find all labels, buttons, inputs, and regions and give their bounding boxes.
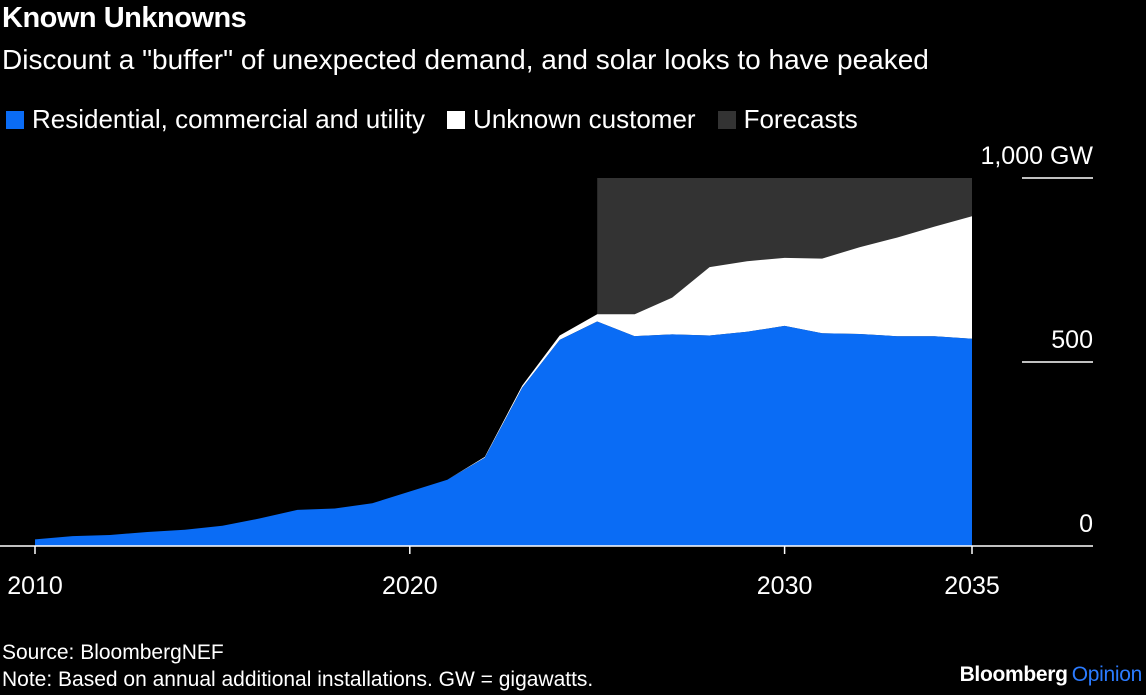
source-note: Source: BloombergNEF [2, 641, 224, 664]
y-tick-label-500: 500 [1051, 326, 1093, 354]
series-area-unknown-customer [35, 216, 972, 540]
chart-legend: Residential, commercial and utility Unkn… [6, 104, 880, 135]
x-tick-label-2010: 2010 [7, 572, 63, 600]
y-tick-label-1000: 1,000 GW [980, 142, 1093, 170]
footnote: Note: Based on annual additional install… [2, 668, 594, 691]
legend-label-unknown: Unknown customer [473, 104, 696, 134]
x-tick-label-2030: 2030 [757, 572, 813, 600]
brand-name: Bloomberg [959, 663, 1068, 686]
legend-item-forecasts: Forecasts [717, 104, 858, 135]
legend-item-residential: Residential, commercial and utility [6, 104, 425, 135]
x-tick-label-2020: 2020 [382, 572, 438, 600]
area-chart: 0 500 1,000 GW 2010 2020 2030 2035 [0, 142, 1093, 600]
legend-label-residential: Residential, commercial and utility [32, 104, 426, 134]
bloomberg-opinion-logo: Bloomberg Opinion [959, 663, 1143, 687]
y-tick-label-0: 0 [1079, 510, 1093, 538]
x-tick-label-2035: 2035 [944, 572, 1000, 600]
series-area-residential-commercial-utility [35, 321, 972, 546]
legend-item-unknown: Unknown customer [447, 104, 696, 135]
legend-label-forecasts: Forecasts [743, 104, 858, 134]
chart-title: Known Unknowns [2, 2, 247, 34]
legend-swatch-residential [6, 110, 24, 129]
chart-subtitle: Discount a "buffer" of unexpected demand… [2, 44, 929, 75]
legend-swatch-forecasts [717, 110, 736, 129]
brand-suffix: Opinion [1071, 663, 1143, 686]
legend-swatch-unknown [447, 110, 466, 129]
